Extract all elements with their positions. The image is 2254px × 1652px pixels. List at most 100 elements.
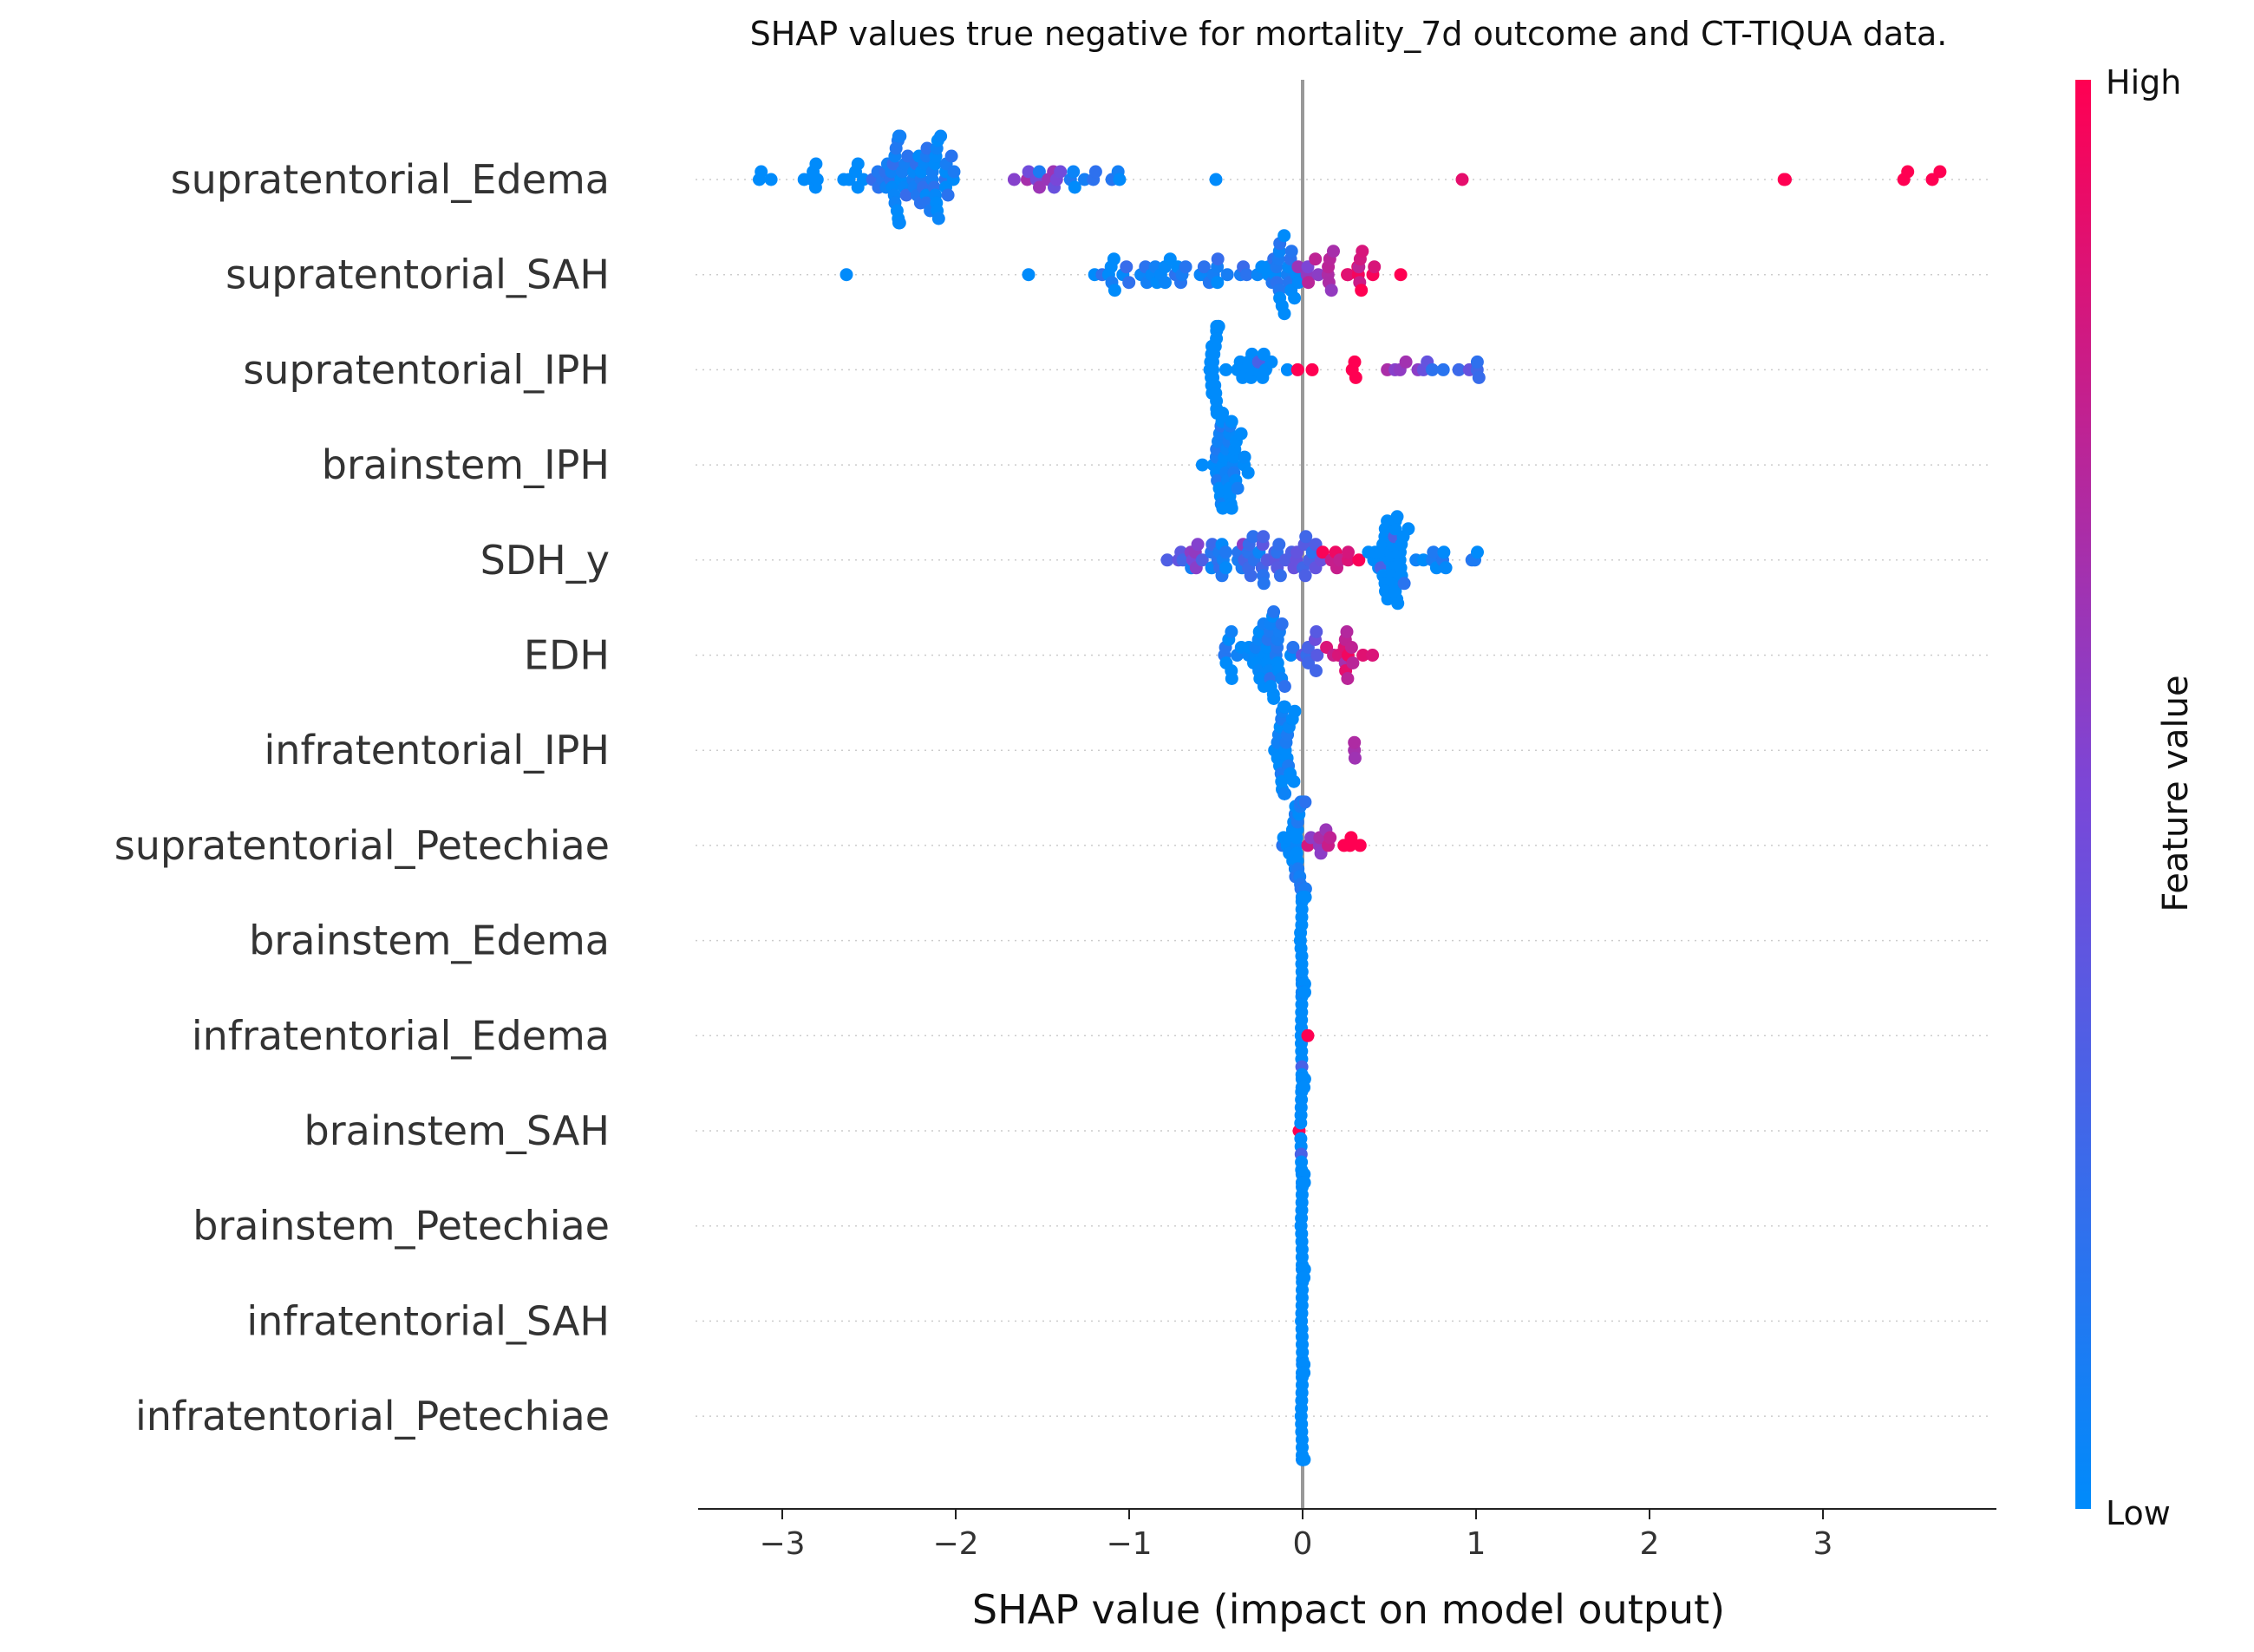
shap-point — [851, 157, 865, 171]
shap-point — [1267, 692, 1281, 705]
shap-point — [1348, 735, 1362, 749]
shap-point — [901, 149, 915, 163]
shap-point — [1197, 260, 1211, 274]
shap-point — [1287, 774, 1301, 788]
shap-point — [1288, 291, 1302, 305]
shap-point — [1273, 569, 1287, 583]
shap-point — [1324, 284, 1338, 297]
shap-point — [893, 129, 907, 143]
shap-point — [1298, 891, 1312, 904]
feature-row-gridlines — [696, 179, 1990, 1417]
shap-point — [1297, 1366, 1311, 1380]
shap-point — [1305, 362, 1319, 376]
shap-point — [1219, 362, 1232, 376]
shap-point — [1301, 1028, 1315, 1042]
shap-point — [1272, 538, 1286, 552]
shap-point — [1067, 165, 1081, 179]
shap-point — [1159, 276, 1172, 290]
shap-point — [1291, 276, 1305, 290]
shap-point — [1311, 268, 1325, 282]
feature-label: SDH_y — [480, 537, 610, 584]
x-tick-label: 2 — [1640, 1526, 1660, 1562]
shap-point — [931, 212, 945, 225]
shap-point — [934, 129, 948, 143]
shap-point — [1225, 625, 1238, 638]
shap-point — [1349, 370, 1362, 384]
shap-point — [1257, 577, 1271, 591]
shap-point — [810, 173, 824, 186]
shap-point — [1470, 355, 1484, 369]
feature-label: supratentorial_Petechiae — [114, 822, 610, 869]
shap-point — [1277, 700, 1291, 714]
feature-labels: supratentorial_Edema supratentorial_SAHsu… — [114, 156, 610, 1440]
shap-point — [1471, 545, 1484, 559]
shap-point — [1286, 641, 1300, 654]
shap-point — [1275, 617, 1289, 630]
shap-point — [1246, 530, 1260, 544]
shap-point — [1346, 656, 1360, 669]
shap-point — [1310, 664, 1323, 677]
shap-point — [1391, 597, 1405, 611]
shap-point — [1353, 839, 1367, 852]
shap-point — [1257, 530, 1271, 544]
shap-point — [1288, 704, 1302, 718]
feature-label: supratentorial_IPH — [243, 346, 610, 393]
shap-point — [1284, 245, 1298, 258]
shap-point — [1452, 362, 1466, 376]
colorbar — [2075, 80, 2091, 1509]
shap-point — [1933, 165, 1947, 179]
shap-point — [1401, 522, 1415, 536]
shap-point — [1390, 510, 1404, 524]
shap-point — [755, 165, 768, 179]
x-tick-label: −1 — [1106, 1526, 1152, 1562]
shap-point — [1191, 538, 1205, 552]
shap-point — [1310, 649, 1324, 662]
shap-point — [1244, 569, 1258, 583]
shap-point — [1901, 165, 1915, 179]
shap-point — [1290, 362, 1304, 376]
shap-point — [1054, 165, 1068, 179]
shap-point — [1195, 458, 1209, 472]
x-axis-ticks: −3 −2 −1 0 1 2 3 — [759, 1509, 1833, 1562]
shap-point — [1297, 1270, 1311, 1284]
shap-point — [1437, 545, 1451, 559]
shap-point — [1344, 831, 1358, 845]
shap-point — [1277, 229, 1291, 243]
shap-point — [1280, 362, 1294, 376]
shap-point — [1297, 1176, 1311, 1190]
shap-point — [1022, 268, 1036, 282]
shap-point — [1416, 553, 1430, 567]
feature-label: infratentorial_Petechiae — [135, 1393, 610, 1440]
shap-point — [1278, 787, 1292, 800]
shap-point — [1007, 173, 1021, 186]
x-tick-label: −3 — [759, 1526, 805, 1562]
shap-point — [1397, 577, 1411, 591]
feature-label: brainstem_Edema — [249, 917, 610, 964]
shap-point — [1107, 252, 1120, 266]
shap-point — [1231, 481, 1245, 495]
shap-point — [764, 173, 778, 186]
shap-point — [1211, 252, 1225, 266]
shap-point — [1455, 173, 1469, 186]
feature-label: infratentorial_SAH — [246, 1297, 610, 1344]
shap-point — [1225, 672, 1238, 685]
feature-label: brainstem_SAH — [304, 1107, 610, 1154]
feature-label: EDH — [524, 632, 610, 679]
shap-point — [1356, 649, 1370, 662]
shap-point — [1209, 173, 1223, 186]
shap-point — [1107, 284, 1121, 297]
shap-point — [1327, 245, 1340, 258]
shap-point — [1234, 427, 1248, 441]
shap-point — [1225, 415, 1238, 428]
shap-point — [920, 141, 934, 155]
shap-point — [1348, 751, 1362, 765]
shap-point — [1297, 1453, 1311, 1466]
shap-point — [1302, 276, 1316, 290]
shap-point — [1225, 501, 1238, 515]
chart-title: SHAP values true negative for mortality_… — [750, 15, 1948, 53]
shap-point — [1241, 466, 1255, 480]
shap-point — [1298, 985, 1311, 999]
shap-point — [1340, 625, 1354, 638]
shap-point — [840, 268, 853, 282]
